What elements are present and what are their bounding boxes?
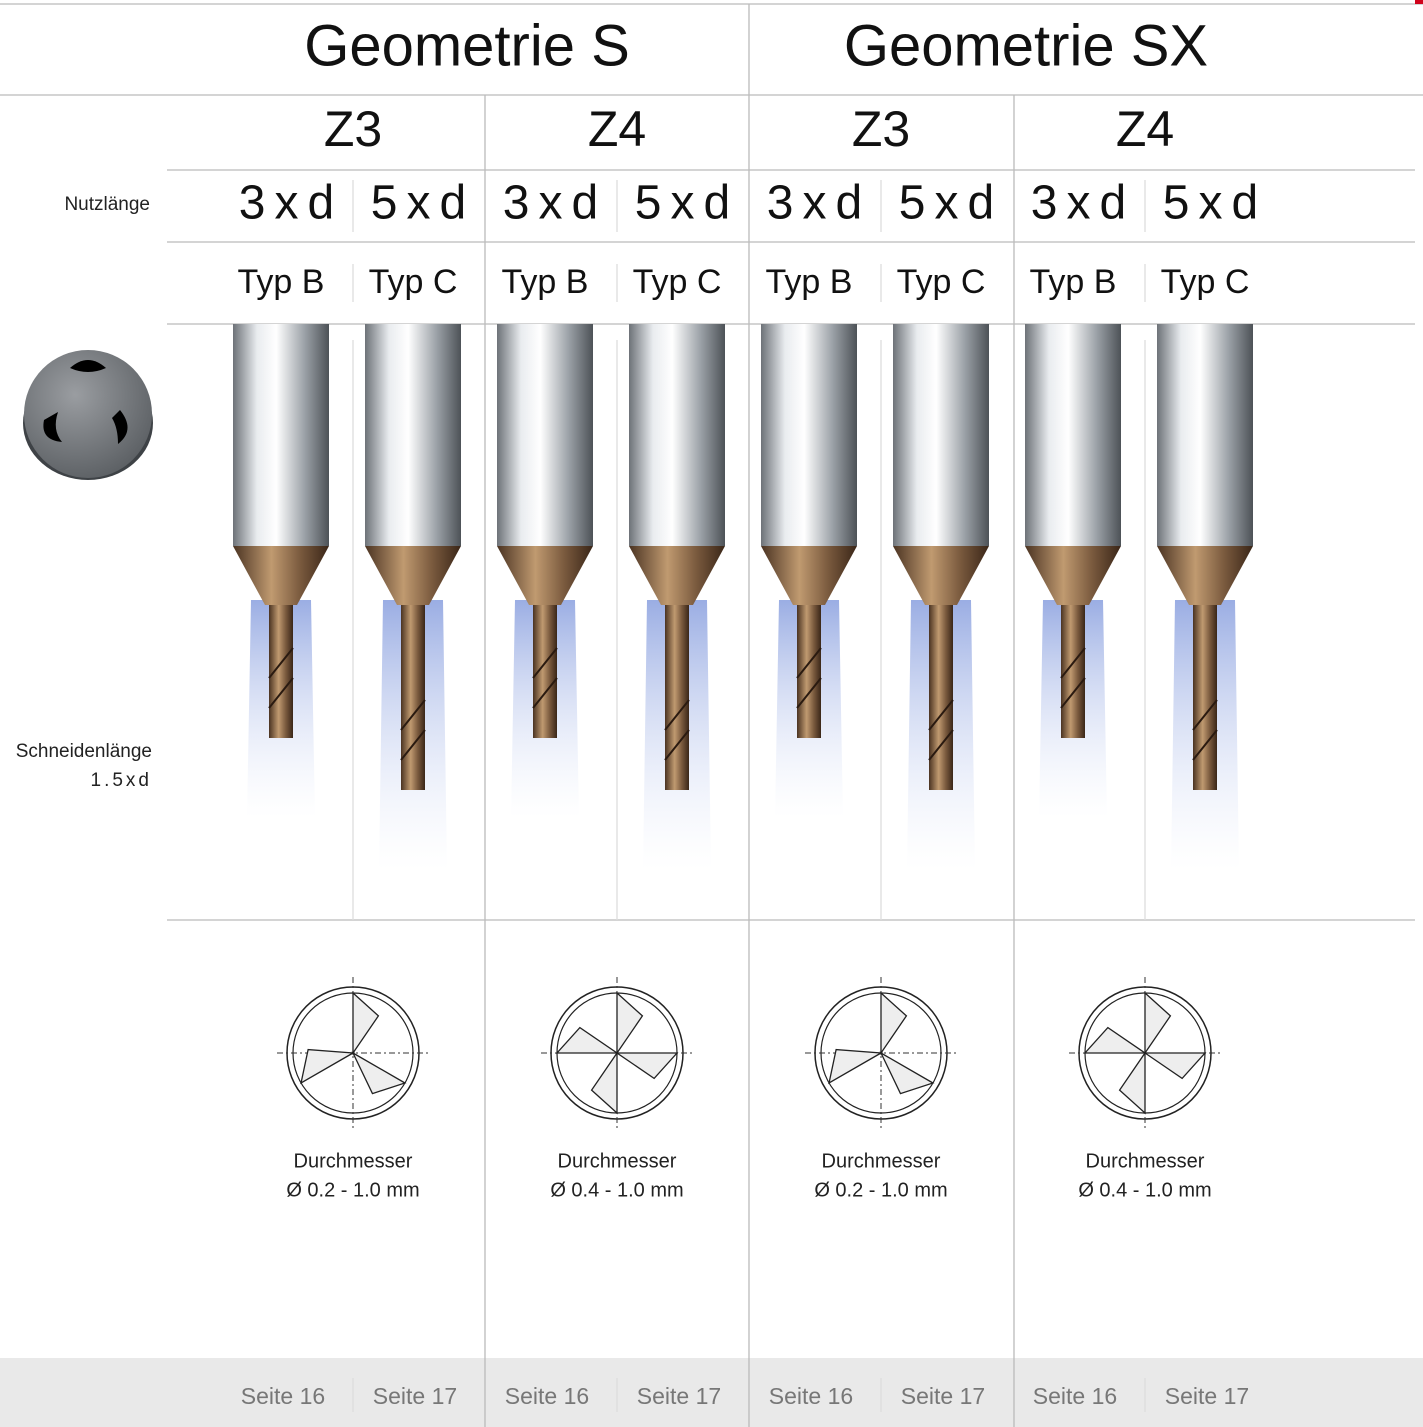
flute-edge (617, 993, 642, 1053)
diameter-range: Ø 0.2 - 1.0 mm (286, 1179, 419, 1201)
tool-type: Typ B (502, 263, 589, 301)
tool-type: Typ C (1161, 263, 1250, 301)
flute-edge (617, 1053, 677, 1078)
cross-section (1069, 977, 1221, 1129)
flute-edge (353, 1053, 405, 1094)
flute-edge (829, 1050, 881, 1083)
geometry-title: Geometrie S (304, 13, 630, 78)
flute-edge (1085, 1028, 1145, 1053)
flute-edge (1145, 993, 1170, 1053)
neck (797, 605, 821, 738)
neck (929, 605, 953, 790)
neck (401, 605, 425, 790)
group-title: Z4 (588, 101, 646, 157)
diameter-range: Ø 0.4 - 1.0 mm (1078, 1179, 1211, 1201)
cone (233, 546, 329, 605)
usable-length: 5xd (371, 177, 475, 230)
row-label: Nutzlänge (64, 194, 150, 215)
tool-image (365, 324, 461, 870)
flute-edge (1120, 1053, 1145, 1113)
page-ref: Seite 17 (901, 1383, 985, 1409)
cross-section (277, 977, 429, 1129)
tool-type: Typ C (369, 263, 458, 301)
flute-edge (557, 1028, 617, 1053)
page-ref: Seite 16 (1033, 1383, 1117, 1409)
comparison-sheet: Nutzlänge Schneidenlänge 1.5xd Geometrie… (0, 0, 1423, 1427)
shank (1157, 324, 1253, 546)
diameter-label: Durchmesser (822, 1150, 941, 1172)
tool-type: Typ C (633, 263, 722, 301)
tool-type: Typ B (766, 263, 853, 301)
cone (761, 546, 857, 605)
corner-mark (1415, 0, 1423, 4)
cross-section (805, 977, 957, 1129)
flute-edge (301, 1050, 353, 1083)
tool-image (893, 324, 989, 870)
page-ref: Seite 16 (241, 1383, 325, 1409)
page: Nutzlänge Schneidenlänge 1.5xd Geometrie… (0, 0, 1423, 1427)
flute-edge (1145, 1053, 1205, 1078)
cross-section (541, 977, 693, 1129)
shank (629, 324, 725, 546)
diameter-label: Durchmesser (558, 1150, 677, 1172)
group-title: Z4 (1116, 101, 1174, 157)
page-ref: Seite 17 (637, 1383, 721, 1409)
page-ref: Seite 17 (373, 1383, 457, 1409)
shank (761, 324, 857, 546)
tool-image (1025, 324, 1121, 818)
flute-edge (881, 1053, 933, 1094)
neck (1193, 605, 1217, 790)
page-ref: Seite 17 (1165, 1383, 1249, 1409)
neck (1061, 605, 1085, 738)
tool-icon (23, 350, 153, 480)
neck (533, 605, 557, 738)
group-title: Z3 (852, 101, 910, 157)
cone (497, 546, 593, 605)
diameter-range: Ø 0.4 - 1.0 mm (550, 1179, 683, 1201)
tool-image (233, 324, 329, 818)
flute-edge (881, 993, 906, 1053)
page-ref: Seite 16 (505, 1383, 589, 1409)
shank (233, 324, 329, 546)
usable-length: 3xd (503, 177, 607, 230)
diameter-label: Durchmesser (294, 1150, 413, 1172)
diameter-label: Durchmesser (1086, 1150, 1205, 1172)
shank (365, 324, 461, 546)
neck (269, 605, 293, 738)
page-ref: Seite 16 (769, 1383, 853, 1409)
neck (665, 605, 689, 790)
geometry-title: Geometrie SX (844, 13, 1208, 78)
cone (365, 546, 461, 605)
tool-type: Typ C (897, 263, 986, 301)
usable-length: 3xd (1031, 177, 1135, 230)
flute-edge (592, 1053, 617, 1113)
usable-length: 5xd (899, 177, 1003, 230)
flute-edge (353, 993, 378, 1053)
usable-length: 5xd (1163, 177, 1267, 230)
tool-type: Typ B (238, 263, 325, 301)
cone (629, 546, 725, 605)
usable-length: 3xd (767, 177, 871, 230)
cone (893, 546, 989, 605)
diameter-range: Ø 0.2 - 1.0 mm (814, 1179, 947, 1201)
usable-length: 3xd (239, 177, 343, 230)
row-label: Schneidenlänge (16, 741, 152, 762)
row-label: 1.5xd (91, 770, 152, 791)
tool-image (761, 324, 857, 818)
tool-image (497, 324, 593, 818)
tool-image (1157, 324, 1253, 870)
shank (497, 324, 593, 546)
tool-image (629, 324, 725, 870)
group-title: Z3 (324, 101, 382, 157)
cone (1157, 546, 1253, 605)
shank (893, 324, 989, 546)
usable-length: 5xd (635, 177, 739, 230)
tool-type: Typ B (1030, 263, 1117, 301)
cone (1025, 546, 1121, 605)
shank (1025, 324, 1121, 546)
